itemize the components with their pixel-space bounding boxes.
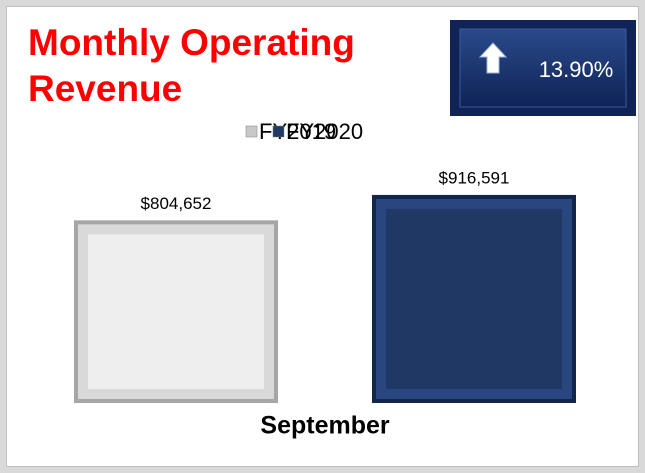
change-badge-label: 13.90% [539,57,614,82]
up-arrow-icon [478,42,508,74]
legend-label: FY2020 [286,119,363,144]
bar-face [386,208,562,389]
value-label: $916,591 [439,168,510,187]
x-tick-label: September [260,412,389,440]
legend-label: FY2019 [259,119,336,144]
bar-face [88,234,264,389]
value-label: $804,652 [141,194,212,213]
legend-swatch [272,125,285,138]
chart-title: Monthly Operating Revenue [28,22,355,109]
legend-swatch [245,125,258,138]
